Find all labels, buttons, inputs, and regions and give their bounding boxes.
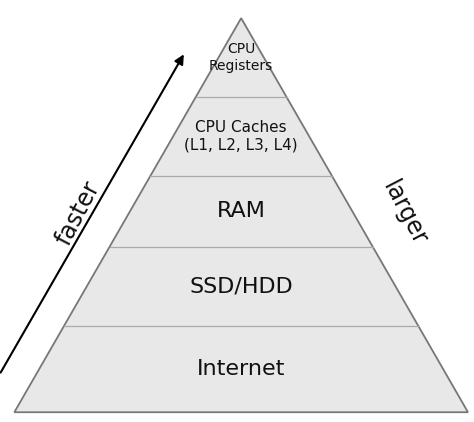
Text: Internet: Internet xyxy=(197,359,285,379)
Text: faster: faster xyxy=(52,177,105,249)
Text: SSD/HDD: SSD/HDD xyxy=(189,276,293,296)
Text: CPU Caches
(L1, L2, L3, L4): CPU Caches (L1, L2, L3, L4) xyxy=(184,120,298,153)
Text: larger: larger xyxy=(377,177,431,250)
Text: CPU
Registers: CPU Registers xyxy=(209,43,273,73)
Polygon shape xyxy=(14,18,468,412)
Text: RAM: RAM xyxy=(217,201,265,221)
